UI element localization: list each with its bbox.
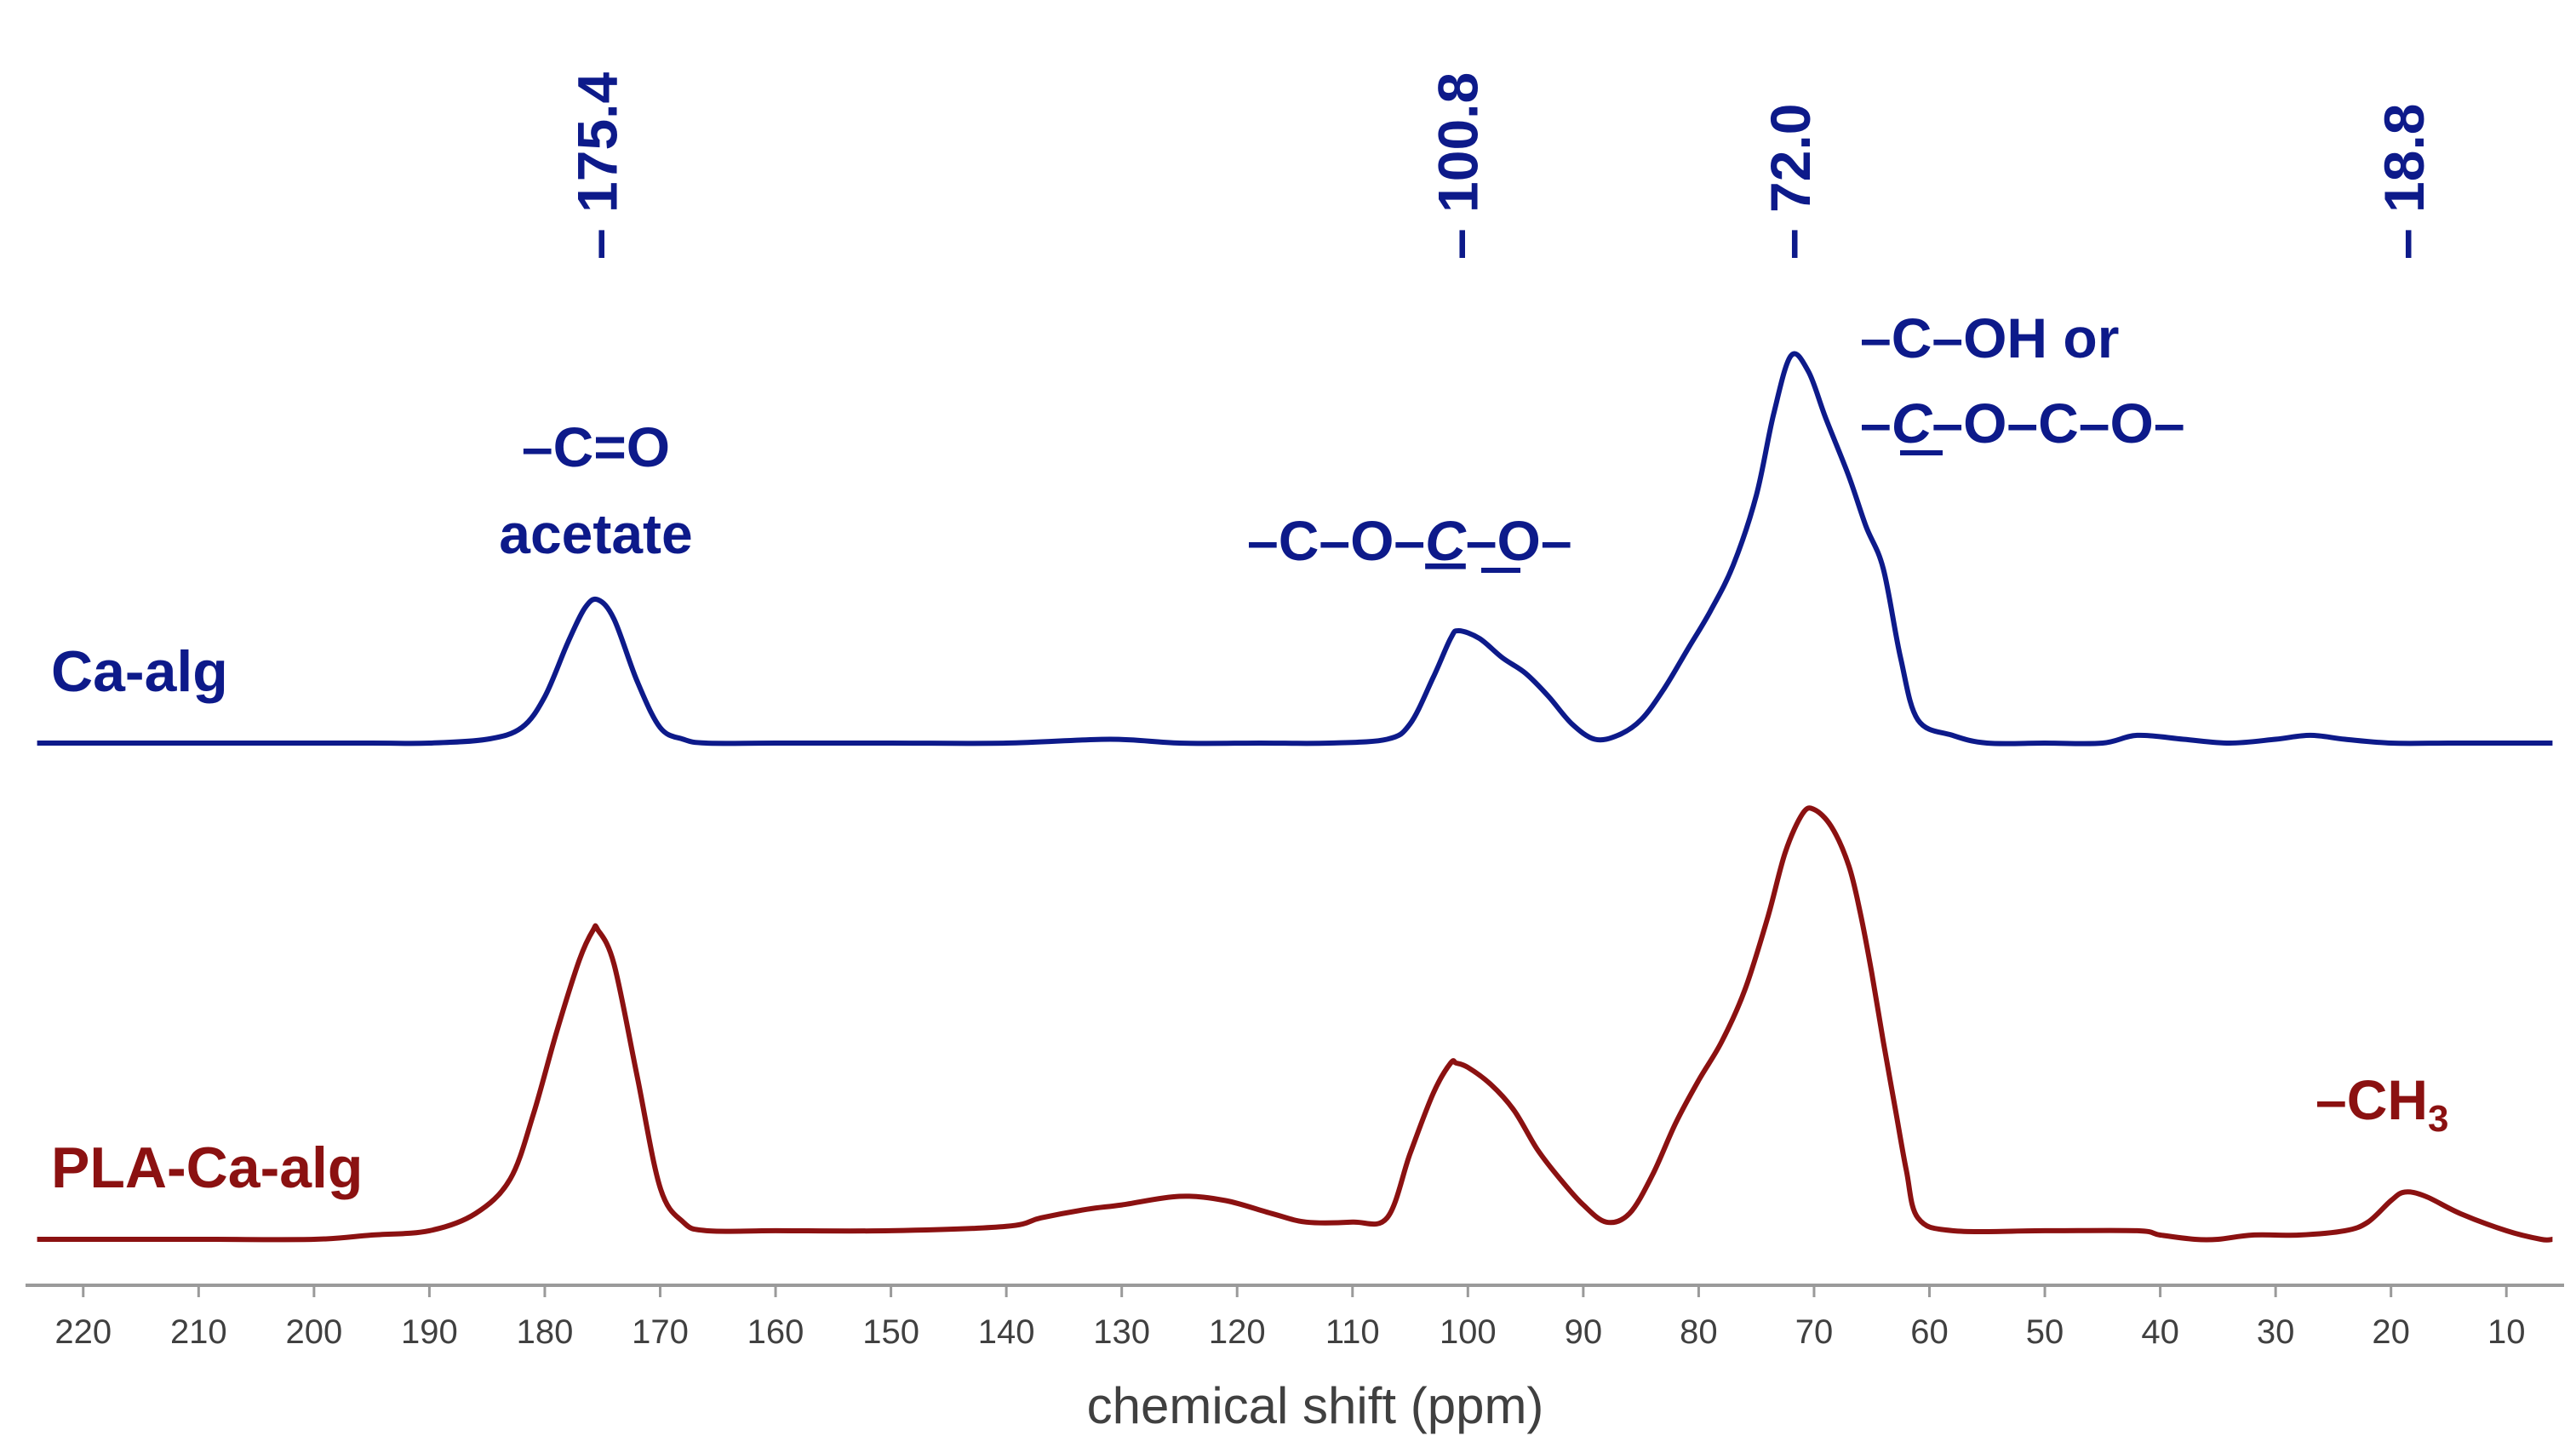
- peak-marker-label: – 175.4: [565, 72, 628, 260]
- x-tick-label: 190: [401, 1313, 458, 1351]
- x-tick-label: 40: [2141, 1313, 2179, 1351]
- x-tick-label: 220: [54, 1313, 112, 1351]
- x-axis-ticks: 220 210 200 190 180 170 160 150 140 130 120 110 100 9…: [54, 1285, 2525, 1351]
- peak-marker-labels: – 175.4 – 100.8 – 72.0 – 18.8: [565, 72, 2436, 260]
- x-tick-label: 170: [632, 1313, 689, 1351]
- annotation-acetal: –C–O–C–O–: [1247, 509, 1572, 572]
- x-tick-label: 70: [1795, 1313, 1834, 1351]
- x-tick-label: 50: [2026, 1313, 2064, 1351]
- x-tick-label: 200: [285, 1313, 342, 1351]
- annotation-acetal-after: –O–: [1466, 509, 1572, 572]
- annotation-hydroxyl-line2-before: –: [1860, 392, 1892, 455]
- x-tick-label: 60: [1910, 1313, 1949, 1351]
- annotation-hydroxyl-line2-after: –O–C–O–: [1932, 392, 2184, 455]
- peak-marker-label: – 72.0: [1759, 104, 1822, 260]
- annotation-carbonyl-line1: –C=O: [522, 415, 670, 478]
- x-tick-label: 20: [2372, 1313, 2410, 1351]
- annotation-acetal-emph: C: [1425, 509, 1467, 572]
- x-axis-label: chemical shift (ppm): [1087, 1377, 1544, 1434]
- annotation-hydroxyl-line2: –C–O–C–O–: [1860, 392, 2185, 455]
- x-tick-label: 150: [862, 1313, 919, 1351]
- annotation-carbonyl-line2: acetate: [499, 502, 693, 565]
- annotation-acetal-before: –C–O–: [1247, 509, 1425, 572]
- x-tick-label: 30: [2257, 1313, 2295, 1351]
- peak-marker-label: – 18.8: [2373, 104, 2436, 260]
- annotation-methyl-main: –CH: [2316, 1068, 2428, 1131]
- annotation-methyl-sub: 3: [2428, 1098, 2448, 1140]
- annotation-hydroxyl-line1: –C–OH or: [1860, 306, 2119, 369]
- x-tick-label: 160: [747, 1313, 804, 1351]
- series-label-pla-ca-alg: PLA-Ca-alg: [51, 1135, 363, 1200]
- annotation-methyl: –CH3: [2316, 1068, 2449, 1140]
- peak-marker-label: – 100.8: [1426, 72, 1489, 260]
- x-tick-label: 90: [1565, 1313, 1603, 1351]
- x-tick-label: 210: [170, 1313, 227, 1351]
- x-tick-label: 140: [978, 1313, 1035, 1351]
- x-tick-label: 120: [1209, 1313, 1266, 1351]
- series-label-ca-alg: Ca-alg: [51, 639, 228, 704]
- x-axis: 220 210 200 190 180 170 160 150 140 130 120 110 100 9…: [26, 1284, 2564, 1434]
- series-line-pla-ca-alg: [37, 805, 2553, 1243]
- x-tick-label: 180: [517, 1313, 574, 1351]
- x-tick-label: 100: [1440, 1313, 1497, 1351]
- x-tick-label: 110: [1325, 1313, 1380, 1351]
- series-line-ca-alg: [37, 351, 2553, 746]
- x-tick-label: 10: [2487, 1313, 2526, 1351]
- spectra-lines: [37, 351, 2553, 1243]
- x-tick-label: 130: [1093, 1313, 1150, 1351]
- x-tick-label: 80: [1680, 1313, 1718, 1351]
- series-labels: Ca-alg PLA-Ca-alg: [51, 639, 363, 1200]
- peak-annotations: –C=O acetate –C–O–C–O– –C–OH or –C–O–C–O…: [499, 306, 2448, 1140]
- annotation-hydroxyl-line2-emph: C: [1892, 392, 1933, 455]
